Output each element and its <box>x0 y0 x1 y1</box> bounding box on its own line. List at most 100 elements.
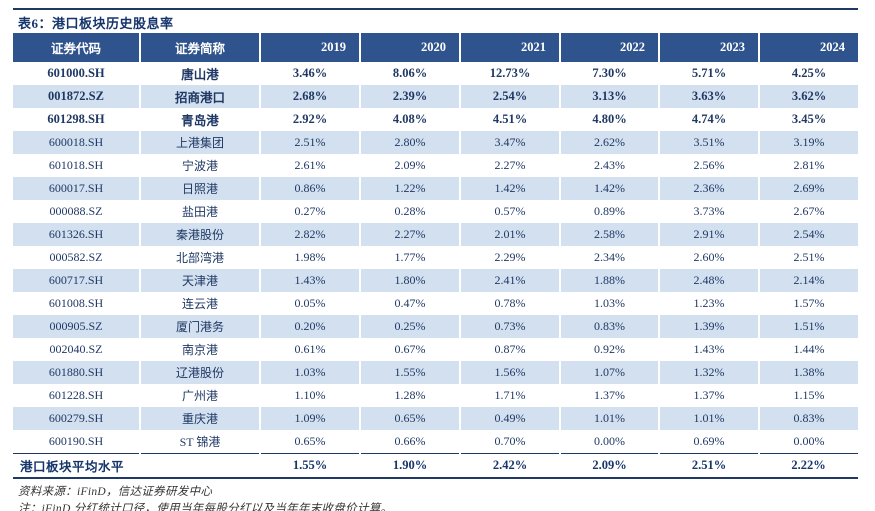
table-row: 601326.SH 秦港股份 2.82% 2.27% 2.01% 2.58% 2.91% 2.… <box>13 223 858 246</box>
cell-value: 2.43% <box>560 154 660 177</box>
cell-code: 600017.SH <box>13 177 141 200</box>
cell-value: 2.36% <box>659 177 760 200</box>
cell-value: 1.57% <box>793 296 825 310</box>
cell-value: 2.01% <box>460 223 561 246</box>
cell-value: 0.69% <box>659 430 760 454</box>
cell-value: 3.62% <box>791 89 827 103</box>
cell-code: 601008.SH <box>13 292 141 315</box>
cell-name: 盐田港 <box>140 200 261 223</box>
header-name: 证券简称 <box>140 33 261 62</box>
cell-value: 4.51% <box>460 108 561 131</box>
cell-value: 3.19% <box>793 135 825 149</box>
cell-value: 1.88% <box>560 269 660 292</box>
cell-code: 000088.SZ <box>13 200 141 223</box>
cell-value: 12.73% <box>460 62 561 85</box>
table-row: 601228.SH 广州港 1.10% 1.28% 1.71% 1.37% 1.37% 1.1… <box>13 384 858 407</box>
table-row: 000905.SZ 厦门港务 0.20% 0.25% 0.73% 0.83% 1.39% 1.… <box>13 315 858 338</box>
cell-value: 2.41% <box>460 269 561 292</box>
cell-value: 0.00% <box>560 430 660 454</box>
cell-code: 600717.SH <box>13 269 141 292</box>
summary-label: 港口板块平均水平 <box>13 453 260 479</box>
header-row: 证券代码 证券简称 2019 2020 2021 2022 2023 2024 <box>13 33 858 62</box>
cell-name: ST 锦港 <box>140 430 261 454</box>
table-row: 000088.SZ 盐田港 0.27% 0.28% 0.57% 0.89% 3.73% 2.6… <box>13 200 858 223</box>
cell-value: 1.10% <box>260 384 361 407</box>
cell-value: 0.66% <box>360 430 461 454</box>
table-row: 001872.SZ 招商港口 2.68% 2.39% 2.54% 3.13% 3.63% 3.… <box>13 85 858 108</box>
cell-value: 2.27% <box>460 154 561 177</box>
source-note: 资料来源：iFinD，信达证券研发中心 <box>18 486 213 498</box>
cell-value: 2.27% <box>360 223 461 246</box>
cell-value: 0.86% <box>260 177 361 200</box>
table-summary: 港口板块平均水平 1.55% 1.90% 2.42% 2.09% 2.51% 2… <box>13 453 858 479</box>
cell-value: 2.82% <box>260 223 361 246</box>
cell-value: 8.06% <box>360 62 461 85</box>
cell-value: 2.91% <box>659 223 760 246</box>
cell-value: 4.74% <box>659 108 760 131</box>
cell-value: 2.09% <box>360 154 461 177</box>
cell-value: 4.80% <box>560 108 660 131</box>
table-row: 600717.SH 天津港 1.43% 1.80% 2.41% 1.88% 2.48% 2.1… <box>13 269 858 292</box>
cell-value: 2.54% <box>793 227 825 241</box>
summary-value: 1.55% <box>260 453 360 479</box>
cell-code: 600018.SH <box>13 131 141 154</box>
cell-name: 天津港 <box>140 269 261 292</box>
header-2023: 2023 <box>659 33 760 62</box>
cell-value: 1.56% <box>460 361 561 384</box>
cell-value: 2.29% <box>460 246 561 269</box>
table-row: 002040.SZ 南京港 0.61% 0.67% 0.87% 0.92% 1.43% 1.4… <box>13 338 858 361</box>
cell-value: 0.83% <box>793 411 825 425</box>
cell-code: 601880.SH <box>13 361 141 384</box>
cell-value: 1.37% <box>560 384 660 407</box>
cell-value: 0.05% <box>260 292 361 315</box>
cell-value: 3.73% <box>659 200 760 223</box>
cell-value: 0.61% <box>260 338 361 361</box>
cell-value: 0.92% <box>560 338 660 361</box>
cell-value: 1.07% <box>560 361 660 384</box>
cell-value: 1.15% <box>793 388 825 402</box>
cell-value: 2.61% <box>260 154 361 177</box>
header-2021: 2021 <box>460 33 561 62</box>
dividend-yield-table: 证券代码 证券简称 2019 2020 2021 2022 2023 2024 … <box>13 33 858 479</box>
header-2019: 2019 <box>260 33 361 62</box>
cell-value: 1.38% <box>793 365 825 379</box>
method-note: 注：iFinD 分红统计口径，使用当年每股分红以及当年年末收盘价计算。 <box>18 503 393 511</box>
cell-value: 2.51% <box>260 131 361 154</box>
cell-value: 0.27% <box>260 200 361 223</box>
header-2024: 2024 <box>759 33 858 62</box>
summary-value: 1.90% <box>360 453 460 479</box>
cell-value: 1.37% <box>659 384 760 407</box>
summary-value: 2.42% <box>460 453 560 479</box>
table-row: 601008.SH 连云港 0.05% 0.47% 0.78% 1.03% 1.23% 1.5… <box>13 292 858 315</box>
cell-value: 2.92% <box>260 108 361 131</box>
cell-value: 0.83% <box>560 315 660 338</box>
cell-value: 1.44% <box>793 342 825 356</box>
cell-value: 3.63% <box>659 85 760 108</box>
cell-code: 600279.SH <box>13 407 141 430</box>
cell-value: 7.30% <box>560 62 660 85</box>
cell-value: 3.51% <box>659 131 760 154</box>
summary-value: 2.51% <box>659 453 759 479</box>
cell-value: 0.20% <box>260 315 361 338</box>
cell-value: 1.03% <box>560 292 660 315</box>
cell-name: 招商港口 <box>140 85 261 108</box>
cell-value: 1.32% <box>659 361 760 384</box>
cell-name: 秦港股份 <box>140 223 261 246</box>
table-row: 600018.SH 上港集团 2.51% 2.80% 3.47% 2.62% 3.51% 3.… <box>13 131 858 154</box>
cell-value: 2.80% <box>360 131 461 154</box>
cell-value: 1.42% <box>460 177 561 200</box>
cell-value: 0.78% <box>460 292 561 315</box>
cell-value: 0.49% <box>460 407 561 430</box>
cell-value: 0.73% <box>460 315 561 338</box>
cell-value: 1.71% <box>460 384 561 407</box>
cell-value: 1.55% <box>360 361 461 384</box>
cell-value: 1.43% <box>659 338 760 361</box>
cell-value: 2.51% <box>793 250 825 264</box>
cell-name: 南京港 <box>140 338 261 361</box>
cell-value: 5.71% <box>659 62 760 85</box>
cell-value: 4.25% <box>791 66 827 80</box>
cell-name: 厦门港务 <box>140 315 261 338</box>
cell-name: 日照港 <box>140 177 261 200</box>
cell-code: 601326.SH <box>13 223 141 246</box>
